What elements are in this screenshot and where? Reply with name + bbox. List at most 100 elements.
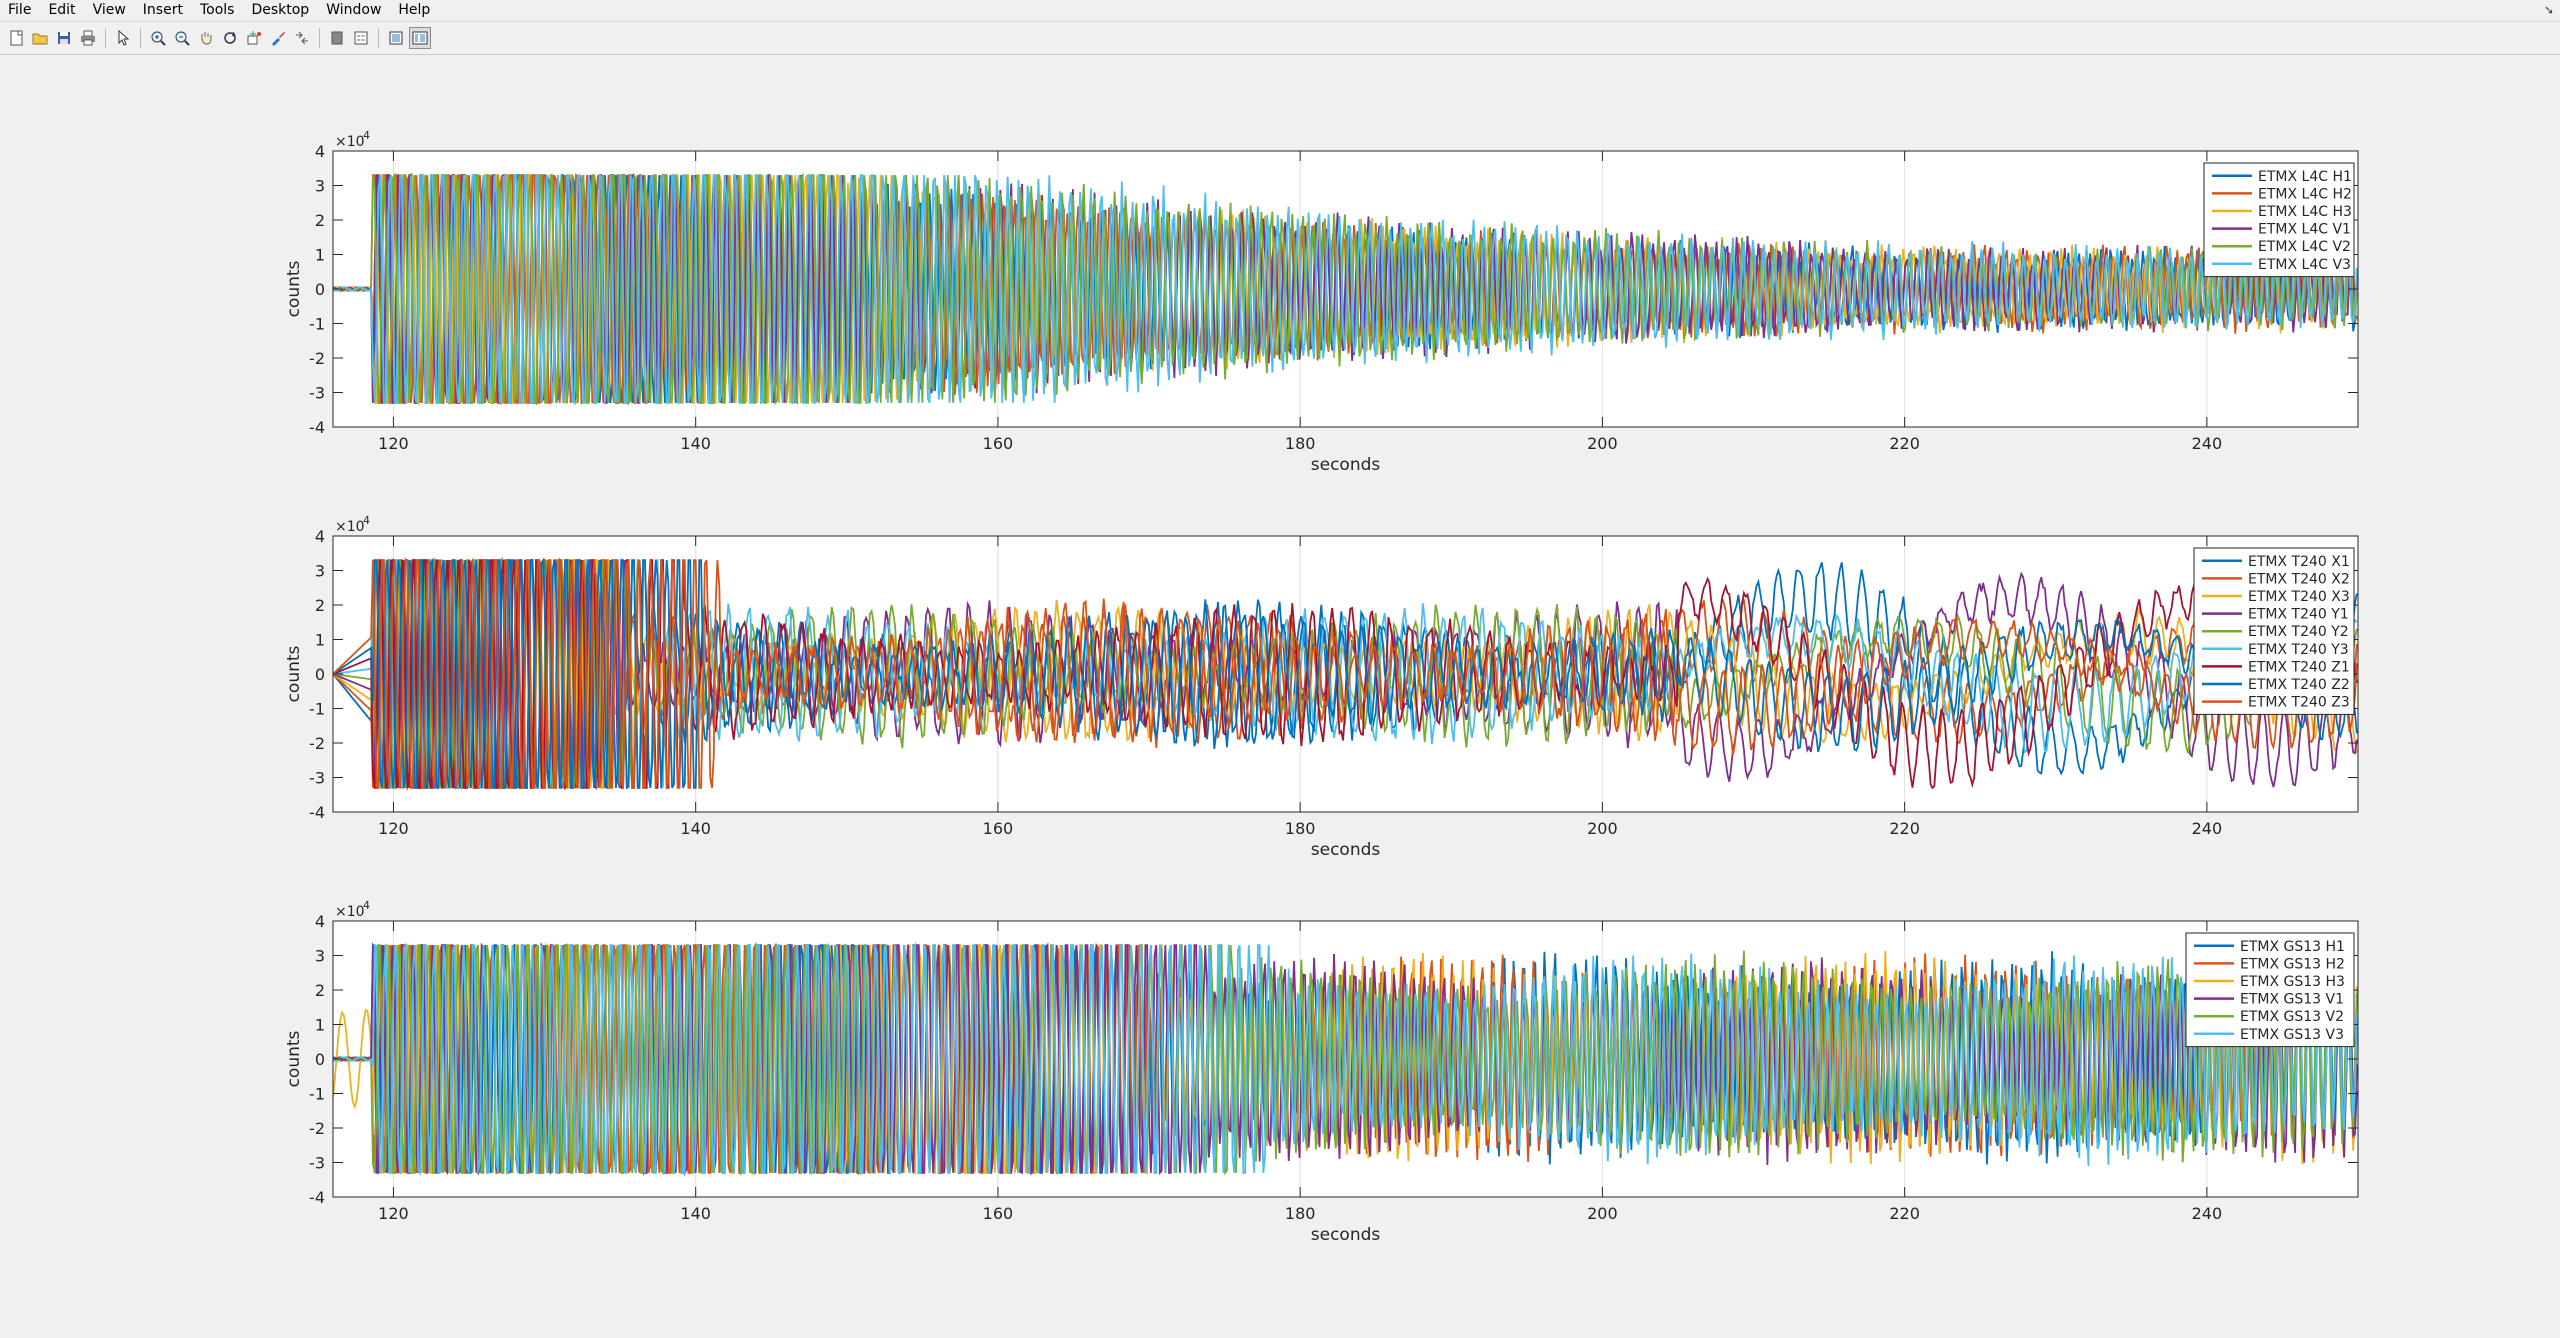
series-line-9 [333, 559, 2358, 789]
link-plot-icon [296, 31, 308, 45]
y-tick-label: -3 [309, 769, 325, 788]
colorbar-button[interactable] [326, 27, 348, 49]
edit-plot-arrow-icon [118, 29, 130, 46]
x-axis-label: seconds [1311, 1225, 1381, 1245]
menu-tools[interactable]: Tools [199, 2, 235, 18]
zoom-in-icon [151, 31, 166, 46]
print-button[interactable] [77, 27, 99, 49]
series-line-5 [333, 942, 2358, 1177]
x-tick-label: 200 [1587, 1204, 1618, 1223]
pan-hand-icon [201, 32, 212, 45]
y-tick-label: 1 [315, 631, 325, 650]
toolbar-separator [140, 28, 141, 48]
y-exponent-power: 4 [363, 899, 370, 912]
y-tick-label: -3 [309, 384, 325, 403]
y-tick-label: 3 [315, 562, 325, 581]
show-plot-tools-button[interactable] [409, 27, 431, 49]
legend-entry: ETMX T240 Y3 [2248, 642, 2349, 658]
brush-button[interactable] [267, 27, 289, 49]
x-tick-label: 220 [1889, 819, 1920, 838]
x-tick-label: 180 [1285, 434, 1316, 453]
print-icon [81, 30, 95, 46]
y-tick-label: 1 [315, 1016, 325, 1035]
x-tick-label: 200 [1587, 819, 1618, 838]
legend-entry: ETMX GS13 V1 [2240, 992, 2344, 1008]
x-tick-label: 160 [983, 1204, 1014, 1223]
save-button[interactable] [53, 27, 75, 49]
zoom-out-icon [175, 31, 190, 46]
y-exponent-power: 4 [363, 129, 370, 142]
series-line-6 [333, 941, 2358, 1176]
y-tick-label: -1 [309, 700, 325, 719]
zoom-in-button[interactable] [147, 27, 169, 49]
x-tick-label: 120 [378, 1204, 409, 1223]
data-cursor-button[interactable] [243, 27, 265, 49]
toolbar-separator [105, 28, 106, 48]
show-plot-tools-icon [412, 31, 428, 45]
y-tick-label: -4 [309, 1188, 325, 1207]
legend-entry: ETMX GS13 V2 [2240, 1009, 2344, 1025]
y-tick-label: -2 [309, 1119, 325, 1138]
x-tick-label: 200 [1587, 434, 1618, 453]
y-exponent-power: 4 [363, 514, 370, 527]
legend-box [2185, 932, 2355, 1048]
x-tick-label: 140 [680, 1204, 711, 1223]
legend-entry: ETMX L4C H2 [2258, 186, 2352, 202]
legend-entry: ETMX GS13 H1 [2240, 939, 2345, 955]
y-tick-label: -3 [309, 1154, 325, 1173]
new-figure-icon [10, 30, 23, 46]
legend-entry: ETMX T240 Z1 [2248, 659, 2350, 675]
menu-edit[interactable]: Edit [48, 2, 76, 18]
toolbar-separator [319, 28, 320, 48]
legend-entry: ETMX T240 Z3 [2248, 695, 2350, 711]
menu-window[interactable]: Window [326, 2, 382, 18]
hide-plot-tools-button[interactable] [385, 27, 407, 49]
pan-hand-button[interactable] [195, 27, 217, 49]
dock-arrow-icon[interactable]: ➘ [2543, 3, 2554, 17]
x-tick-label: 120 [378, 434, 409, 453]
x-tick-label: 140 [680, 819, 711, 838]
menu-file[interactable]: File [8, 2, 32, 18]
menu-desktop[interactable]: Desktop [251, 2, 310, 18]
legend-entry: ETMX L4C V1 [2258, 222, 2351, 238]
legend-entry: ETMX L4C H3 [2258, 204, 2352, 220]
rotate-3d-button[interactable] [219, 27, 241, 49]
y-tick-label: 3 [315, 947, 325, 966]
legend-button[interactable] [350, 27, 372, 49]
open-file-button[interactable] [29, 27, 51, 49]
y-tick-label: 0 [315, 665, 325, 684]
y-tick-label: -1 [309, 315, 325, 334]
legend-icon [354, 31, 368, 45]
legend-entry: ETMX T240 Z2 [2248, 677, 2350, 693]
x-axis-label: seconds [1311, 455, 1381, 475]
menu-help[interactable]: Help [398, 2, 431, 18]
link-plot-button[interactable] [291, 27, 313, 49]
x-tick-label: 240 [2192, 434, 2223, 453]
y-tick-label: 2 [315, 211, 325, 230]
traces [333, 171, 2358, 407]
x-tick-label: 240 [2192, 819, 2223, 838]
y-tick-label: -4 [309, 803, 325, 822]
legend-entry: ETMX L4C V2 [2258, 239, 2351, 255]
menu-view[interactable]: View [92, 2, 126, 18]
y-tick-label: 2 [315, 981, 325, 1000]
data-cursor-icon [247, 31, 261, 45]
menu-insert[interactable]: Insert [142, 2, 183, 18]
x-tick-label: 240 [2192, 1204, 2223, 1223]
zoom-out-button[interactable] [171, 27, 193, 49]
legend-entry: ETMX GS13 H2 [2240, 956, 2345, 972]
series-line-4 [333, 941, 2358, 1177]
y-tick-label: -4 [309, 418, 325, 437]
edit-plot-arrow-button[interactable] [112, 27, 134, 49]
figure-canvas: 120 140 160 180 200 220 240 -4 -3 -2 -1 0 1 2 3 4 ×10 4 se… [0, 56, 2560, 1338]
y-tick-label: 2 [315, 596, 325, 615]
y-tick-label: 0 [315, 1050, 325, 1069]
new-figure-button[interactable] [5, 27, 27, 49]
y-tick-label: 0 [315, 280, 325, 299]
toolbar-separator [378, 28, 379, 48]
legend-entry: ETMX L4C H1 [2258, 169, 2352, 185]
legend-entry: ETMX T240 Y2 [2248, 624, 2349, 640]
